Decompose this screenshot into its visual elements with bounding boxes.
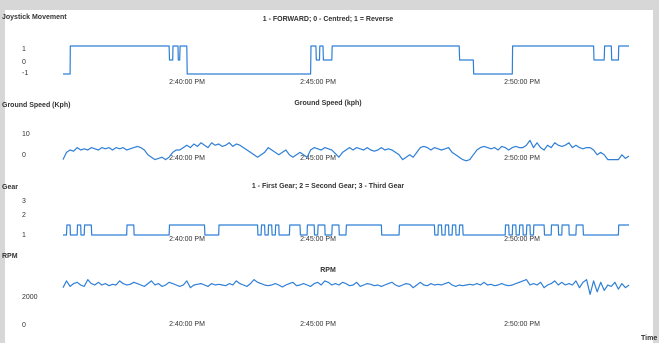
panel-3-y-tick: 1: [22, 232, 26, 239]
panel-1-series-line: [63, 45, 629, 75]
panel-1-x-tick: 2:50:00 PM: [504, 79, 540, 86]
panel-2-x-tick: 2:40:00 PM: [169, 155, 205, 162]
panel-4-title: RPM: [320, 267, 336, 274]
panel-1-x-tick: 2:45:00 PM: [300, 79, 336, 86]
panel-4-y-tick: 2000: [22, 294, 38, 301]
panel-3-x-tick: 2:50:00 PM: [504, 236, 540, 243]
panel-3-y-tick: 2: [22, 212, 26, 219]
panel-3-y-tick: 3: [22, 198, 26, 205]
panel-2-y-label: Ground Speed (Kph): [2, 102, 70, 109]
panel-2-title: Ground Speed (kph): [294, 100, 361, 107]
panel-2-y-tick: 10: [22, 131, 30, 138]
panel-1-title: 1 - FORWARD; 0 - Centred; 1 = Reverse: [263, 16, 393, 23]
panel-3-x-tick: 2:45:00 PM: [300, 236, 336, 243]
panel-4-series-line: [62, 279, 630, 295]
panel-4-x-tick: 2:45:00 PM: [300, 321, 336, 328]
panel-3-x-tick: 2:40:00 PM: [169, 236, 205, 243]
panel-1-y-tick: 0: [22, 59, 26, 66]
panel-1-x-tick: 2:40:00 PM: [169, 79, 205, 86]
panel-1-y-tick: -1: [22, 70, 28, 77]
panel-2-series-line: [62, 139, 630, 162]
panel-4-x-tick: 2:50:00 PM: [504, 321, 540, 328]
panel-2-x-tick: 2:50:00 PM: [504, 155, 540, 162]
panel-3-title: 1 - First Gear; 2 = Second Gear; 3 - Thi…: [252, 183, 405, 190]
panel-3-series-line: [63, 224, 629, 236]
x-axis-label: Time: [641, 335, 657, 342]
panel-2-y-tick: 0: [22, 152, 26, 159]
panel-1-y-tick: 1: [22, 46, 26, 53]
panel-4-x-tick: 2:40:00 PM: [169, 321, 205, 328]
panel-4-y-label: RPM: [2, 253, 18, 260]
panel-3-y-label: Gear: [2, 184, 18, 191]
panel-1-y-label: Joystick Movement: [2, 14, 67, 21]
panel-2-x-tick: 2:45:00 PM: [300, 155, 336, 162]
panel-4-y-tick: 0: [22, 322, 26, 329]
